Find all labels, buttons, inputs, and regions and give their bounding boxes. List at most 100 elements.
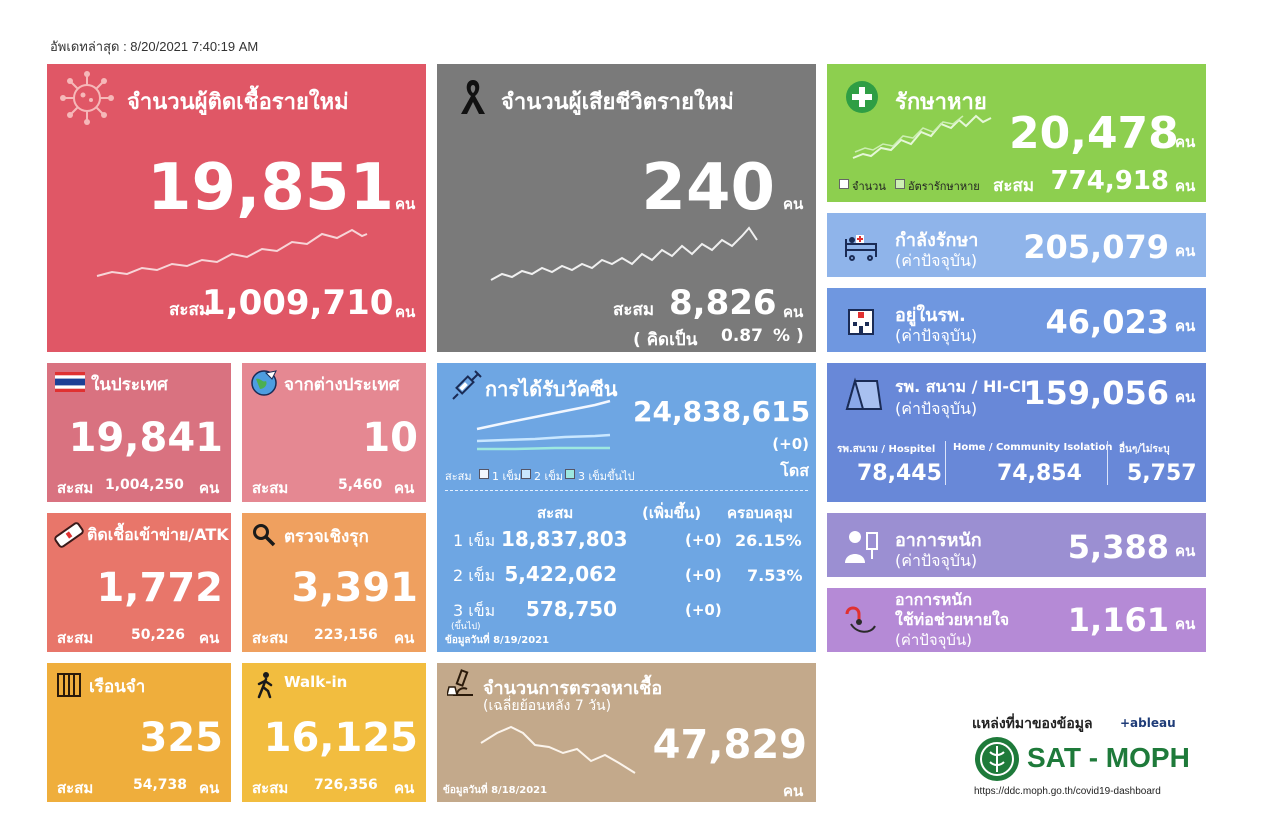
virus-icon: [60, 71, 114, 125]
new-deaths-card[interactable]: จำนวนผู้เสียชีวิตรายใหม่ 240 คน สะสม 8,8…: [437, 64, 816, 352]
new-cases-cum-value: 1,009,710: [202, 283, 394, 323]
atk-cum-unit: คน: [199, 629, 220, 647]
vaccine-title: การได้รับวัคซีน: [485, 377, 618, 401]
vaccine-card[interactable]: การได้รับวัคซีน 24,838,615 (+0) โดส สะสม…: [437, 363, 816, 652]
proactive-value: 3,391: [291, 565, 418, 611]
imported-cum-label: สะสม: [252, 479, 289, 497]
treating-value: 205,079: [1023, 228, 1169, 266]
moph-seal-icon: [975, 737, 1019, 781]
prison-cum-unit: คน: [199, 779, 220, 797]
severe-unit: คน: [1175, 542, 1196, 560]
walkin-cum-label: สะสม: [252, 779, 289, 797]
treating-unit: คน: [1175, 242, 1196, 260]
new-cases-card[interactable]: จำนวนผู้ติดเชื้อรายใหม่ 19,851 คน สะสม 1…: [47, 64, 426, 352]
field-hospital-col2-label: Home / Community Isolation: [953, 442, 1113, 453]
vaccine-date-note: ข้อมูลวันที่ 8/19/2021: [445, 635, 550, 646]
ventilator-title2: ใช้ท่อช่วยหายใจ: [895, 610, 1010, 629]
vaccine-row-1-inc: (+0): [685, 531, 722, 549]
new-cases-trend-line: [96, 228, 368, 277]
vaccine-row-1-cov: 26.15%: [735, 531, 802, 550]
recovered-value: 20,478: [1009, 108, 1179, 159]
severe-title: อาการหนัก: [895, 530, 982, 551]
field-hospital-value: 159,056: [1023, 374, 1169, 412]
new-cases-value: 19,851: [147, 151, 394, 225]
source-url[interactable]: https://ddc.moph.go.th/covid19-dashboard: [974, 786, 1161, 797]
in-hospital-unit: คน: [1175, 317, 1196, 335]
hospital-building-icon: [848, 309, 874, 335]
recovered-legend-rate: อัตรารักษาหาย: [908, 180, 980, 193]
prison-bars-icon: [57, 673, 81, 697]
domestic-cum-value: 1,004,250: [105, 477, 184, 493]
walking-person-icon: [257, 672, 273, 699]
vaccine-row-1-cum: 18,837,803: [501, 527, 628, 551]
imported-card[interactable]: จากต่างประเทศ 10 สะสม 5,460 คน: [242, 363, 426, 502]
vaccine-legend-3: 3 เข็มขึ้นไป: [578, 470, 635, 483]
in-hospital-card[interactable]: อยู่ในรพ. (ค่าปัจจุบัน) 46,023 คน: [827, 288, 1206, 352]
recovered-cum-label: สะสม: [993, 176, 1035, 196]
atk-test-icon: [54, 522, 84, 548]
domestic-card[interactable]: ในประเทศ 19,841 สะสม 1,004,250 คน: [47, 363, 231, 502]
tests-card[interactable]: จำนวนการตรวจหาเชื้อ (เฉลี่ยย้อนหลัง 7 วั…: [437, 663, 816, 802]
domestic-cum-unit: คน: [199, 479, 220, 497]
vaccine-row-2-cov: 7.53%: [747, 566, 803, 585]
prison-title: เรือนจำ: [89, 677, 146, 697]
treating-title: กำลังรักษา: [895, 230, 979, 251]
atk-cum-value: 50,226: [131, 627, 186, 643]
vaccine-row-2-inc: (+0): [685, 566, 722, 584]
tent-icon: [845, 377, 883, 410]
new-deaths-value: 240: [641, 151, 775, 225]
vaccine-header-cum: สะสม: [537, 504, 574, 522]
recovered-cum-unit: คน: [1175, 177, 1196, 195]
tests-date-note: ข้อมูลวันที่ 8/18/2021: [443, 785, 548, 796]
field-hospital-col3-value: 5,757: [1127, 461, 1197, 486]
globe-plane-icon: [251, 370, 277, 396]
vaccine-row-1-dose: 1 เข็ม: [453, 531, 496, 550]
treating-card[interactable]: กำลังรักษา (ค่าปัจจุบัน) 205,079 คน: [827, 213, 1206, 277]
vaccine-legend-swatch-1: [479, 469, 489, 479]
source-label: แหล่งที่มาของข้อมูล: [972, 716, 1093, 732]
vaccine-legend-swatch-2: [521, 469, 531, 479]
vaccine-legend-swatch-3: [565, 469, 575, 479]
tableau-logo: +ableau: [1120, 716, 1176, 730]
proactive-card[interactable]: ตรวจเชิงรุก 3,391 สะสม 223,156 คน: [242, 513, 426, 652]
ventilator-card[interactable]: อาการหนัก ใช้ท่อช่วยหายใจ (ค่าปัจจุบัน) …: [827, 588, 1206, 652]
walkin-cum-value: 726,356: [314, 777, 378, 793]
recovered-unit: คน: [1175, 133, 1196, 151]
domestic-title: ในประเทศ: [91, 375, 168, 395]
new-cases-title: จำนวนผู้ติดเชื้อรายใหม่: [127, 90, 349, 115]
recovered-card[interactable]: รักษาหาย 20,478 คน จำนวน อัตรารักษาหาย ส…: [827, 64, 1206, 202]
proactive-cum-value: 223,156: [314, 627, 378, 643]
vaccine-row-3-cum: 578,750: [525, 597, 617, 621]
recovered-trend-line: [852, 114, 992, 159]
new-deaths-cum-unit: คน: [783, 303, 804, 321]
black-ribbon-icon: [461, 80, 485, 114]
imported-title: จากต่างประเทศ: [284, 375, 400, 395]
in-hospital-note: (ค่าปัจจุบัน): [895, 326, 978, 345]
thai-flag-icon: [55, 372, 85, 392]
new-deaths-pct-value: 0.87: [721, 326, 763, 346]
vaccine-row-2-dose: 2 เข็ม: [453, 566, 496, 585]
syringe-icon: [452, 370, 482, 400]
hospital-bed-icon: [845, 235, 877, 261]
tests-value: 47,829: [652, 722, 807, 768]
recovered-title: รักษาหาย: [895, 90, 987, 115]
field-hospital-col2-value: 74,854: [997, 461, 1082, 486]
severe-card[interactable]: อาการหนัก (ค่าปัจจุบัน) 5,388 คน: [827, 513, 1206, 577]
vaccine-divider: [445, 490, 808, 491]
tests-unit: คน: [783, 782, 804, 800]
atk-card[interactable]: ติดเชื้อเข้าข่าย/ATK 1,772 สะสม 50,226 ค…: [47, 513, 231, 652]
walkin-card[interactable]: Walk-in 16,125 สะสม 726,356 คน: [242, 663, 426, 802]
proactive-cum-unit: คน: [394, 629, 415, 647]
proactive-title: ตรวจเชิงรุก: [284, 527, 369, 547]
in-hospital-title: อยู่ในรพ.: [895, 305, 966, 326]
vaccine-trend-lines: [476, 399, 611, 451]
prison-card[interactable]: เรือนจำ 325 สะสม 54,738 คน: [47, 663, 231, 802]
treating-note: (ค่าปัจจุบัน): [895, 251, 978, 270]
field-hospital-card[interactable]: รพ. สนาม / HI-CI (ค่าปัจจุบัน) 159,056 ค…: [827, 363, 1206, 502]
ventilator-note: (ค่าปัจจุบัน): [895, 631, 973, 649]
prison-value: 325: [139, 715, 224, 761]
field-hospital-col3-label: อื่นๆ/ไม่ระบุ: [1119, 444, 1170, 455]
vaccine-row-3-inc: (+0): [685, 601, 722, 619]
new-deaths-cum-value: 8,826: [669, 283, 777, 323]
vaccine-row-3-dose-sub: (ขึ้นไป): [451, 622, 481, 632]
